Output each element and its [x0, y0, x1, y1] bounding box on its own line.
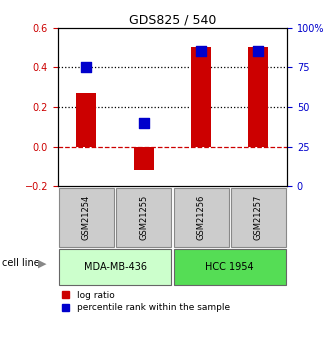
Text: GSM21255: GSM21255: [139, 195, 148, 240]
Text: GSM21257: GSM21257: [254, 195, 263, 240]
Text: MDA-MB-436: MDA-MB-436: [83, 262, 147, 272]
Bar: [174, 249, 286, 285]
Text: ▶: ▶: [38, 258, 47, 268]
Text: HCC 1954: HCC 1954: [206, 262, 254, 272]
Bar: [76, 93, 96, 147]
Point: [84, 65, 89, 70]
Title: GDS825 / 540: GDS825 / 540: [129, 13, 216, 27]
Legend: log ratio, percentile rank within the sample: log ratio, percentile rank within the sa…: [62, 291, 230, 313]
Text: cell line: cell line: [2, 258, 39, 268]
Text: GSM21254: GSM21254: [82, 195, 91, 240]
Bar: [231, 188, 286, 247]
Bar: [248, 47, 269, 147]
Bar: [174, 188, 229, 247]
Bar: [59, 249, 171, 285]
Point: [256, 49, 261, 54]
Bar: [116, 188, 171, 247]
Text: GSM21256: GSM21256: [197, 195, 206, 240]
Bar: [191, 47, 211, 147]
Point: [198, 49, 204, 54]
Bar: [134, 147, 154, 170]
Bar: [59, 188, 114, 247]
Point: [141, 120, 147, 126]
